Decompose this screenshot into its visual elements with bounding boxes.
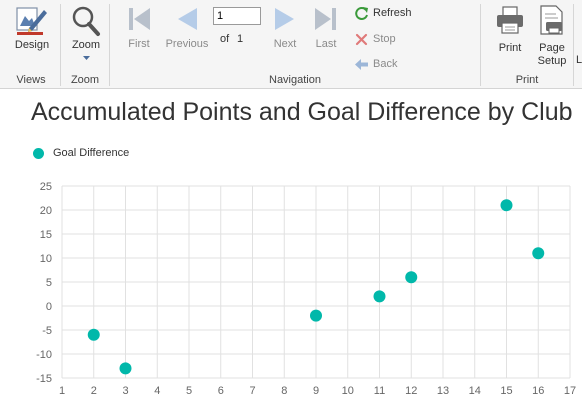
design-icon — [16, 7, 47, 35]
chart-title: Accumulated Points and Goal Difference b… — [31, 98, 573, 126]
last-label: Last — [315, 38, 337, 50]
views-group: Design Views — [0, 0, 62, 88]
zoom-label: Zoom — [71, 39, 101, 51]
data-point[interactable] — [405, 271, 418, 284]
data-point[interactable] — [373, 290, 386, 303]
back-arrow-icon — [355, 58, 368, 70]
y-tick-label: -15 — [36, 373, 52, 385]
group-divider — [109, 4, 110, 86]
x-tick-label: 5 — [186, 385, 192, 397]
previous-label: Previous — [165, 38, 209, 50]
stop-icon — [355, 33, 368, 45]
group-divider — [573, 4, 574, 86]
y-tick-label: 25 — [40, 181, 52, 193]
data-point[interactable] — [532, 247, 545, 260]
stop-button[interactable]: Stop — [354, 30, 396, 48]
report-viewer-toolbar: Design Views Zoom Zoom Navigation First — [0, 0, 582, 89]
refresh-icon — [355, 6, 368, 20]
zoom-button[interactable]: Zoom — [63, 4, 109, 64]
x-tick-label: 6 — [218, 385, 224, 397]
page-number-input[interactable] — [213, 7, 261, 25]
data-point[interactable] — [119, 362, 132, 375]
y-tick-label: 20 — [40, 205, 52, 217]
next-page-button[interactable]: Next — [268, 4, 302, 51]
x-tick-label: 17 — [564, 385, 576, 397]
x-tick-label: 2 — [91, 385, 97, 397]
x-tick-label: 11 — [374, 385, 385, 397]
back-button[interactable]: Back — [354, 55, 397, 73]
x-tick-label: 9 — [313, 385, 319, 397]
chevron-down-icon — [82, 56, 90, 60]
y-tick-label: 5 — [46, 277, 52, 289]
printer-icon — [497, 6, 523, 34]
x-tick-label: 4 — [154, 385, 160, 397]
last-page-icon — [315, 8, 336, 30]
legend-marker — [33, 147, 44, 159]
last-page-button[interactable]: Last — [308, 4, 344, 51]
total-pages: 1 — [237, 33, 244, 45]
page-setup-button[interactable]: Page Setup — [534, 4, 570, 68]
navigation-group: Navigation — [110, 0, 480, 88]
x-tick-label: 8 — [281, 385, 287, 397]
page-setup-label-line1: Page — [539, 42, 565, 54]
stop-label: Stop — [373, 33, 396, 45]
of-label: of — [220, 33, 230, 45]
first-label: First — [128, 38, 150, 50]
zoom-group-label: Zoom — [70, 74, 100, 86]
y-axis-ticks: 25 20 15 10 5 0 -5 -10 -15 — [36, 181, 52, 385]
zoom-group: Zoom Zoom — [61, 0, 109, 88]
next-arrow-icon — [275, 8, 294, 30]
group-divider — [60, 4, 61, 86]
back-label: Back — [373, 58, 398, 70]
x-tick-label: 13 — [437, 385, 449, 397]
data-point[interactable] — [500, 199, 513, 212]
navigation-group-label: Navigation — [269, 74, 321, 86]
data-points — [87, 199, 545, 375]
x-tick-label: 12 — [405, 385, 417, 397]
next-label: Next — [273, 38, 297, 50]
x-tick-label: 10 — [342, 385, 354, 397]
truncated-ribbon-button[interactable]: L — [576, 54, 582, 66]
first-page-button[interactable]: First — [120, 4, 158, 51]
print-group: Print — [481, 0, 573, 88]
first-page-icon — [129, 8, 150, 30]
y-tick-label: 10 — [40, 253, 52, 265]
y-tick-label: 15 — [40, 229, 52, 241]
x-tick-label: 3 — [122, 385, 128, 397]
data-point[interactable] — [87, 328, 100, 341]
x-axis-ticks: 1 2 3 4 5 6 7 8 9 10 11 12 13 14 15 16 17 — [59, 385, 576, 397]
design-button[interactable]: Design — [8, 4, 56, 52]
refresh-label: Refresh — [373, 7, 412, 19]
design-label: Design — [14, 39, 50, 51]
x-tick-label: 14 — [469, 385, 481, 397]
previous-arrow-icon — [178, 8, 197, 30]
y-tick-label: 0 — [46, 301, 52, 313]
views-group-label: Views — [16, 74, 46, 86]
x-tick-label: 1 — [59, 385, 65, 397]
x-tick-label: 16 — [532, 385, 544, 397]
data-point[interactable] — [310, 309, 322, 322]
y-tick-label: -10 — [36, 349, 52, 361]
x-tick-label: 15 — [500, 385, 512, 397]
chart-legend: Goal Difference — [33, 147, 129, 159]
page-setup-icon — [540, 5, 563, 35]
refresh-button[interactable]: Refresh — [354, 4, 412, 22]
previous-page-button[interactable]: Previous — [162, 4, 212, 51]
print-group-label: Print — [515, 74, 539, 86]
y-tick-label: -5 — [42, 325, 52, 337]
print-button[interactable]: Print — [490, 4, 530, 55]
group-divider — [480, 4, 481, 86]
gridlines — [61, 185, 571, 379]
magnifier-icon — [72, 6, 100, 36]
page-setup-label-line2: Setup — [537, 55, 567, 67]
x-tick-label: 7 — [249, 385, 255, 397]
print-label: Print — [498, 42, 522, 54]
legend-label: Goal Difference — [53, 147, 130, 160]
